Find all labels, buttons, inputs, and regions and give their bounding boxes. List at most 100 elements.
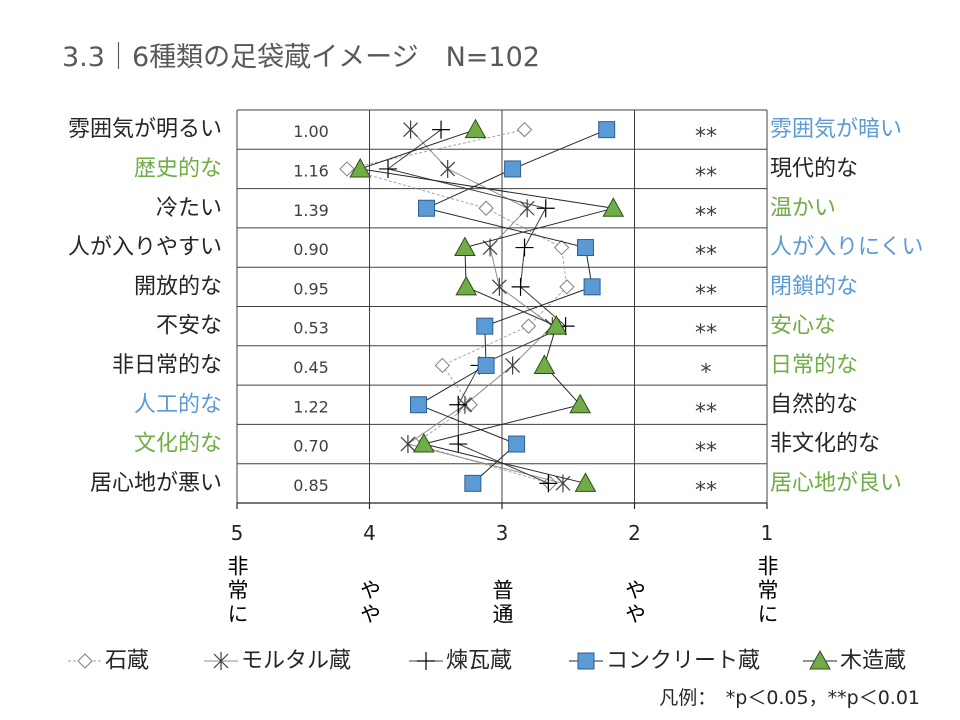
data-point-mortar-storehouse [403, 120, 418, 139]
data-point-mortar-storehouse [519, 199, 535, 218]
row-value-label: 0.70 [293, 437, 329, 456]
chart-title: 3.3｜6種類の足袋蔵イメージ N=102 [62, 42, 540, 73]
data-point-brick-storehouse [536, 199, 555, 218]
data-point-stone-storehouse [339, 161, 355, 177]
legend-label: 木造蔵 [840, 649, 906, 674]
data-point-mortar-storehouse [440, 159, 456, 178]
data-point-wooden-storehouse [533, 354, 556, 374]
data-point-concrete-storehouse [477, 356, 495, 374]
significance-mark: ** [695, 164, 717, 189]
significance-mark: ** [695, 478, 717, 503]
data-point-wooden-storehouse [455, 275, 478, 296]
item-row: 居心地が悪い 居心地が良い 0.85 ** [90, 471, 902, 504]
legend-label: モルタル蔵 [241, 649, 351, 674]
legend-marker [213, 652, 229, 670]
data-point-stone-storehouse [434, 357, 451, 374]
item-row: 人工的な 自然的な 1.22 ** [134, 392, 858, 425]
data-point-brick-storehouse [539, 474, 558, 493]
data-point-concrete-storehouse [504, 160, 522, 178]
row-value-label: 1.16 [293, 161, 329, 180]
left-pole-label: 雰囲気が明るい [68, 117, 222, 142]
x-tick-label: 2 [628, 521, 641, 545]
data-point-wooden-storehouse [412, 433, 435, 453]
data-point-concrete-storehouse [476, 317, 494, 335]
data-point-concrete-storehouse [583, 278, 601, 296]
right-pole-label: 雰囲気が暗い [770, 117, 902, 142]
left-pole-label: 居心地が悪い [90, 471, 222, 496]
item-row: 人が入りやすい 人が入りにくい 0.90 ** [68, 235, 924, 267]
data-point-stone-storehouse [478, 200, 494, 216]
legend-marker [577, 652, 595, 670]
legend-item-stone-storehouse: 石蔵 [68, 649, 149, 674]
left-pole-label: 不安な [156, 314, 222, 339]
item-rows: 雰囲気が明るい 雰囲気が暗い 1.00 ** 歴史的な 現代的な 1.16 ** 冷たい 温かい 1… [68, 117, 924, 503]
right-pole-label: 現代的な [770, 156, 858, 181]
series-line [360, 129, 614, 484]
data-point-concrete-storehouse [508, 435, 526, 453]
series-line [386, 129, 567, 484]
x-scale-label: 普通 [490, 579, 514, 627]
data-point-brick-storehouse [511, 277, 530, 296]
data-point-concrete-storehouse [410, 396, 428, 414]
row-value-label: 0.90 [293, 240, 329, 259]
data-point-brick-storehouse [449, 435, 468, 454]
left-pole-label: 歴史的な [134, 156, 222, 181]
left-pole-label: 開放的な [134, 274, 222, 299]
item-row: 開放的な 閉鎖的な 0.95 ** [134, 274, 858, 307]
data-point-mortar-storehouse [400, 435, 416, 454]
legend-marker [809, 649, 831, 670]
item-row: 非日常的な 日常的な 0.45 * [112, 353, 858, 386]
right-pole-label: 温かい [770, 196, 836, 221]
data-point-stone-storehouse [516, 121, 533, 138]
data-point-concrete-storehouse [417, 199, 435, 217]
plot-grid [236, 109, 768, 504]
series-line [346, 129, 568, 484]
x-axis: 5 4 3 2 1 [231, 503, 773, 545]
data-point-stone-storehouse [559, 279, 575, 295]
legend-label: 石蔵 [105, 649, 149, 674]
series-wooden-storehouse [349, 118, 625, 492]
left-pole-label: 人が入りやすい [68, 235, 222, 260]
row-value-label: 0.85 [293, 476, 329, 495]
data-point-wooden-storehouse [545, 315, 568, 335]
significance-mark: ** [695, 439, 717, 464]
data-point-concrete-storehouse [598, 121, 616, 139]
data-point-mortar-storehouse [505, 356, 521, 375]
data-point-stone-storehouse [553, 239, 570, 256]
data-point-brick-storehouse [449, 395, 468, 414]
row-value-label: 0.95 [293, 279, 329, 298]
legend-item-concrete-storehouse: コンクリート蔵 [569, 649, 760, 674]
data-point-wooden-storehouse [574, 472, 597, 492]
item-row: 不安な 安心な 0.53 ** [156, 314, 836, 347]
right-pole-label: 安心な [770, 314, 836, 339]
left-pole-label: 人工的な [134, 392, 222, 417]
legend-label: 煉瓦蔵 [446, 649, 512, 674]
row-value-label: 1.39 [293, 201, 329, 220]
significance-mark: ** [695, 321, 717, 346]
right-pole-label: 閉鎖的な [770, 274, 858, 299]
right-pole-label: 日常的な [770, 353, 858, 378]
row-value-label: 0.45 [293, 358, 329, 377]
legend-item-mortar-storehouse: モルタル蔵 [204, 649, 351, 674]
legend-marker [417, 652, 435, 670]
footnote: 凡例： *p＜0.05，**p＜0.01 [659, 687, 920, 709]
x-tick-label: 3 [496, 521, 509, 545]
significance-mark: ** [695, 400, 717, 425]
data-point-brick-storehouse [379, 159, 398, 178]
legend-label: コンクリート蔵 [606, 649, 760, 674]
data-point-concrete-storehouse [576, 239, 594, 257]
significance-mark: * [701, 360, 712, 385]
significance-mark: ** [695, 243, 717, 268]
data-point-wooden-storehouse [464, 118, 487, 139]
data-point-mortar-storehouse [482, 238, 498, 257]
legend-marker [77, 653, 93, 669]
right-pole-label: 居心地が良い [770, 471, 902, 496]
data-point-wooden-storehouse [454, 236, 476, 257]
data-point-brick-storehouse [515, 238, 534, 257]
data-point-stone-storehouse [520, 318, 537, 334]
x-scale-label: 非常に [225, 555, 249, 627]
row-value-label: 0.53 [293, 319, 329, 338]
left-pole-label: 非日常的な [112, 353, 222, 378]
